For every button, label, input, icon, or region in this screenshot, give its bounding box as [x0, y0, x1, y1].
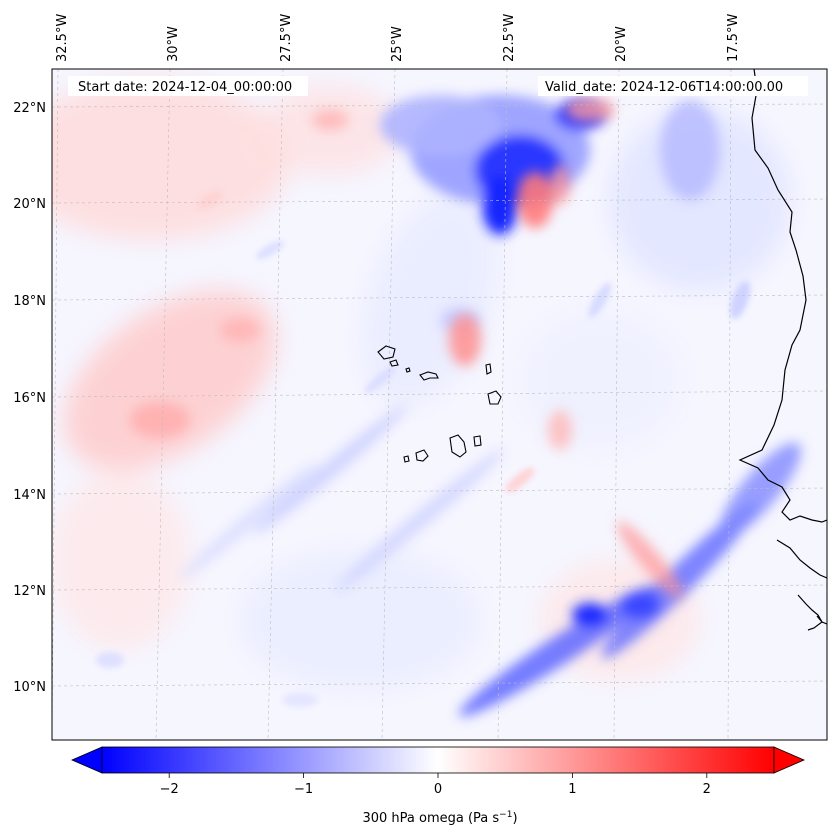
map-frame	[51, 68, 828, 741]
lon-label: 32.5°W	[55, 14, 70, 62]
lat-label: 10°N	[13, 680, 46, 695]
island-santa-luzia	[405, 367, 411, 373]
colorbar-label-close: )	[512, 811, 517, 826]
omega-field-red-features	[130, 98, 684, 599]
colorbar-tick-label: 0	[434, 782, 442, 797]
island-brava	[403, 455, 410, 463]
island-sao-vicente	[389, 359, 399, 367]
map-panel: Start date: 2024-12-04_00:00:00 Valid_da…	[51, 68, 828, 741]
colorbar-tick-label: 1	[568, 782, 576, 797]
lon-label: 22.5°W	[502, 14, 517, 62]
valid-date-text: Valid_date: 2024-12-06T14:00:00.00	[545, 80, 783, 95]
lon-label: 25°W	[390, 26, 405, 62]
lon-label: 17.5°W	[726, 14, 741, 62]
colorbar: −2 −1 0 1 2 300 hPa omega (Pa s−1)	[70, 746, 806, 826]
island-sao-nicolau	[419, 371, 439, 381]
start-date-box	[68, 76, 308, 96]
start-date-text: Start date: 2024-12-04_00:00:00	[78, 80, 292, 95]
colorbar-tick-label: −2	[160, 782, 179, 797]
valid-date-box	[538, 76, 808, 96]
colorbar-label-main: 300 hPa omega (Pa s	[362, 811, 499, 826]
lat-label: 16°N	[13, 391, 46, 406]
colorbar-min-extend	[70, 746, 103, 774]
lat-label: 18°N	[13, 294, 46, 309]
lat-label: 12°N	[13, 584, 46, 599]
islands-coastline	[797, 594, 827, 631]
guinea-coastline	[776, 539, 827, 579]
island-boa-vista	[487, 390, 502, 405]
colorbar-body	[101, 746, 775, 774]
lat-label: 22°N	[13, 101, 46, 116]
lat-label: 20°N	[13, 197, 46, 212]
colorbar-label: 300 hPa omega (Pa s−1)	[362, 810, 517, 826]
colorbar-tick-label: −1	[294, 782, 313, 797]
island-santo-antao	[377, 345, 396, 360]
colorbar-tick-label: 2	[703, 782, 711, 797]
omega-field-texture	[96, 191, 751, 707]
latitude-labels: 22°N 20°N 18°N 16°N 14°N 12°N 10°N	[13, 101, 46, 695]
lon-label: 27.5°W	[279, 14, 294, 62]
colorbar-label-sup: −1	[499, 810, 512, 820]
omega-field	[52, 69, 827, 740]
colorbar-ticks: −2 −1 0 1 2	[160, 773, 711, 797]
africa-coastline	[738, 69, 827, 523]
island-santiago	[449, 434, 467, 458]
longitude-labels: 32.5°W 30°W 27.5°W 25°W 22.5°W 20°W 17.5…	[55, 14, 741, 62]
island-sal	[485, 363, 492, 375]
colorbar-max-extend	[773, 746, 806, 774]
lon-label: 20°W	[614, 26, 629, 62]
cape-verde-islands	[377, 345, 502, 463]
lon-label: 30°W	[166, 26, 181, 62]
lat-label: 14°N	[13, 488, 46, 503]
gridlines	[52, 69, 827, 740]
island-fogo	[415, 449, 429, 462]
island-maio	[473, 435, 482, 447]
